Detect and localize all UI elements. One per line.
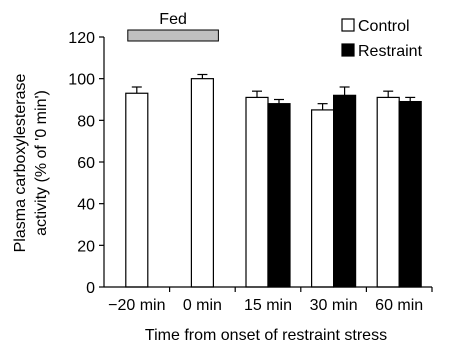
x-tick-label: −20 min bbox=[108, 297, 165, 314]
x-tick-label: 30 min bbox=[310, 297, 358, 314]
y-axis-title-line-2: activity (% of '0 min') bbox=[33, 90, 50, 236]
y-tick-label: 0 bbox=[86, 280, 95, 297]
fed-annotation: Fed bbox=[127, 11, 219, 42]
bar-control bbox=[125, 92, 149, 288]
bar-restraint bbox=[267, 103, 291, 288]
legend-label-restraint: Restraint bbox=[358, 43, 423, 60]
fed-bar bbox=[127, 29, 219, 42]
y-tick-label: 60 bbox=[77, 155, 95, 172]
y-tick-label: 40 bbox=[77, 197, 95, 214]
y-axis-ticks: 0 20 40 60 80 100 120 bbox=[68, 30, 104, 297]
x-tick-label: 0 min bbox=[183, 297, 222, 314]
legend-swatch-restraint bbox=[341, 43, 355, 57]
legend-swatch-control bbox=[341, 18, 355, 32]
y-tick-label: 100 bbox=[68, 72, 95, 89]
fed-label: Fed bbox=[159, 11, 187, 28]
legend-label-control: Control bbox=[358, 18, 410, 35]
y-axis-title-line-1: Plasma carboxylesterase bbox=[12, 74, 29, 253]
legend: Control Restraint bbox=[341, 18, 423, 60]
bar-control bbox=[245, 96, 269, 288]
x-tick-label: 60 min bbox=[375, 297, 423, 314]
bars bbox=[125, 73, 422, 288]
x-axis-tick-labels: −20 min 0 min 15 min 30 min 60 min bbox=[108, 287, 433, 314]
y-tick-label: 120 bbox=[68, 30, 95, 47]
y-tick-label: 80 bbox=[77, 113, 95, 130]
bar-control bbox=[311, 109, 335, 288]
x-axis-title: Time from onset of restraint stress bbox=[145, 327, 387, 344]
x-tick-label: 15 min bbox=[244, 297, 292, 314]
bar-control bbox=[376, 96, 400, 288]
bar-restraint bbox=[333, 94, 357, 288]
y-tick-label: 20 bbox=[77, 238, 95, 255]
bar-control bbox=[190, 78, 214, 288]
y-axis-title: Plasma carboxylesterase activity (% of '… bbox=[12, 74, 50, 253]
bar-restraint bbox=[398, 100, 422, 288]
